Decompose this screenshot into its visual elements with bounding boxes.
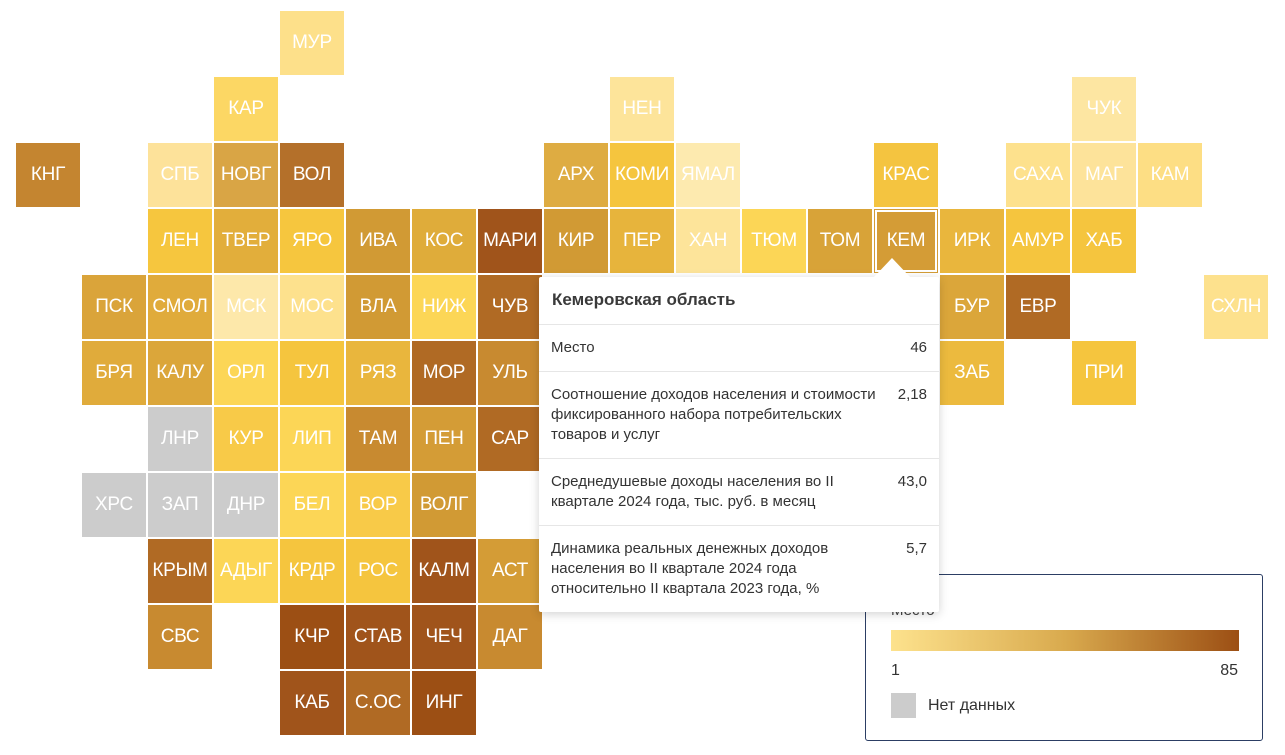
region-tile[interactable]: МОС [280, 275, 344, 339]
region-tile[interactable]: ДАГ [478, 605, 542, 669]
region-tile[interactable]: КИР [544, 209, 608, 273]
region-tile[interactable]: НОВГ [214, 143, 278, 207]
tooltip-row-label: Место [551, 339, 595, 356]
legend-min: 1 [891, 662, 900, 679]
region-tile[interactable]: САХА [1006, 143, 1070, 207]
region-tile[interactable]: ЛНР [148, 407, 212, 471]
region-tile[interactable]: АДЫГ [214, 539, 278, 603]
region-tile[interactable]: КАР [214, 77, 278, 141]
region-tile[interactable]: ТВЕР [214, 209, 278, 273]
region-tile[interactable]: С.ОС [346, 671, 410, 735]
region-tile[interactable]: РЯЗ [346, 341, 410, 405]
region-tile[interactable]: АРХ [544, 143, 608, 207]
tooltip-row-value: 43,0 [897, 473, 927, 490]
region-tile[interactable]: ЕВР [1006, 275, 1070, 339]
region-tile[interactable]: СМОЛ [148, 275, 212, 339]
region-tile[interactable]: КРАС [874, 143, 938, 207]
tooltip-row-value: 5,7 [906, 540, 927, 557]
region-tile[interactable]: НИЖ [412, 275, 476, 339]
region-tile[interactable]: МСК [214, 275, 278, 339]
region-tile[interactable]: ОРЛ [214, 341, 278, 405]
region-tile[interactable]: АМУР [1006, 209, 1070, 273]
region-tile[interactable]: ЗАБ [940, 341, 1004, 405]
tooltip-row-ratio: Соотношение доходов населения и стоимост… [539, 372, 939, 459]
region-tile[interactable]: ТОМ [808, 209, 872, 273]
region-tile[interactable]: ЛЕН [148, 209, 212, 273]
region-tile[interactable]: ВОЛГ [412, 473, 476, 537]
tooltip-row-income: Среднедушевые доходы населения во II ква… [539, 459, 939, 526]
region-tile[interactable]: КАЛУ [148, 341, 212, 405]
region-tile[interactable]: ЗАП [148, 473, 212, 537]
region-tile[interactable]: ЧУК [1072, 77, 1136, 141]
region-tile[interactable]: ВОР [346, 473, 410, 537]
legend-gradient-bar [891, 630, 1239, 651]
region-tile[interactable]: ТАМ [346, 407, 410, 471]
region-tile[interactable]: ЯРО [280, 209, 344, 273]
region-tile[interactable]: КРЫМ [148, 539, 212, 603]
tooltip-row-value: 2,18 [897, 386, 927, 403]
region-tooltip: Кемеровская область Место 46 Соотношение… [539, 277, 939, 612]
region-tile[interactable]: БРЯ [82, 341, 146, 405]
tooltip-row-label: Соотношение доходов населения и стоимост… [551, 386, 876, 443]
legend-max: 85 [1220, 662, 1238, 679]
tooltip-title: Кемеровская область [539, 277, 939, 325]
region-tile[interactable]: ДНР [214, 473, 278, 537]
region-tile[interactable]: ЧУВ [478, 275, 542, 339]
region-tile[interactable]: ИНГ [412, 671, 476, 735]
tooltip-row-value: 46 [910, 339, 927, 356]
tooltip-row-label: Динамика реальных денежных доходов насел… [551, 540, 829, 597]
region-tile[interactable]: АСТ [478, 539, 542, 603]
region-tile[interactable]: МУР [280, 11, 344, 75]
tooltip-row-label: Среднедушевые доходы населения во II ква… [551, 473, 834, 510]
region-tile[interactable]: РОС [346, 539, 410, 603]
region-tile[interactable]: КЧР [280, 605, 344, 669]
region-tile[interactable]: КОС [412, 209, 476, 273]
region-tile[interactable]: ВОЛ [280, 143, 344, 207]
tooltip-row-dynamics: Динамика реальных денежных доходов насел… [539, 526, 939, 612]
region-tile[interactable]: ПРИ [1072, 341, 1136, 405]
region-tile[interactable]: КОМИ [610, 143, 674, 207]
region-tile[interactable]: ХАН [676, 209, 740, 273]
region-tile[interactable]: КНГ [16, 143, 80, 207]
region-tile[interactable]: ИРК [940, 209, 1004, 273]
tooltip-arrow [874, 258, 910, 277]
legend-no-data-label: Нет данных [928, 697, 1016, 714]
region-tile[interactable]: КАМ [1138, 143, 1202, 207]
legend-no-data-swatch [891, 693, 916, 718]
region-tile[interactable]: МОР [412, 341, 476, 405]
region-tile[interactable]: САР [478, 407, 542, 471]
region-tile[interactable]: СВС [148, 605, 212, 669]
region-tile[interactable]: СПБ [148, 143, 212, 207]
region-tile[interactable]: КАБ [280, 671, 344, 735]
region-tile[interactable]: ХАБ [1072, 209, 1136, 273]
region-tile[interactable]: ТЮМ [742, 209, 806, 273]
region-tile[interactable]: БУР [940, 275, 1004, 339]
region-tile[interactable]: ХРС [82, 473, 146, 537]
region-tile[interactable]: МАГ [1072, 143, 1136, 207]
region-tile[interactable]: НЕН [610, 77, 674, 141]
region-tile[interactable]: БЕЛ [280, 473, 344, 537]
region-tile[interactable]: ПСК [82, 275, 146, 339]
region-tile[interactable]: ЧЕЧ [412, 605, 476, 669]
region-tile[interactable]: ТУЛ [280, 341, 344, 405]
region-tile[interactable]: КАЛМ [412, 539, 476, 603]
region-tile[interactable]: ВЛА [346, 275, 410, 339]
region-tile[interactable]: ПЕР [610, 209, 674, 273]
region-tile[interactable]: КУР [214, 407, 278, 471]
region-tile[interactable]: СТАВ [346, 605, 410, 669]
region-tile[interactable]: МАРИ [478, 209, 542, 273]
tooltip-row-rank: Место 46 [539, 325, 939, 372]
region-tile[interactable]: ИВА [346, 209, 410, 273]
region-tile[interactable]: УЛЬ [478, 341, 542, 405]
region-tile[interactable]: СХЛН [1204, 275, 1268, 339]
region-tile[interactable]: ЛИП [280, 407, 344, 471]
region-tile[interactable]: ЯМАЛ [676, 143, 740, 207]
region-tile[interactable]: КРДР [280, 539, 344, 603]
region-tile[interactable]: ПЕН [412, 407, 476, 471]
